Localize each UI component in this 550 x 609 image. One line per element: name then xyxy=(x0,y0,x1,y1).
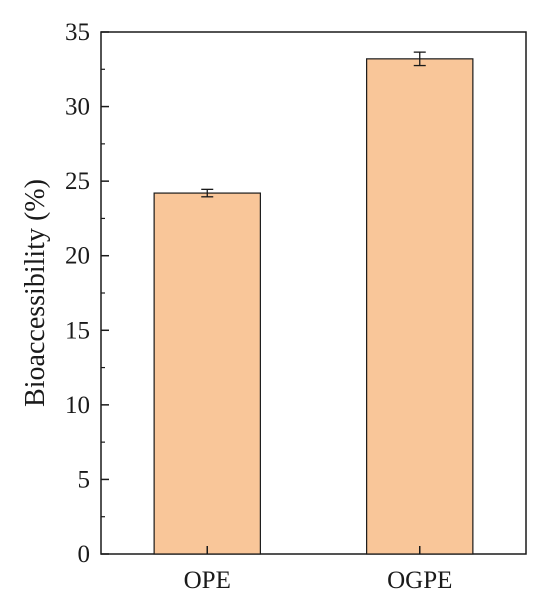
bar-ogpe xyxy=(366,58,474,555)
y-tick-label: 25 xyxy=(65,168,90,195)
bars xyxy=(153,51,474,555)
x-tick-label-ogpe: OGPE xyxy=(387,567,452,594)
error-bar-ope xyxy=(201,188,214,198)
y-tick-label: 20 xyxy=(65,243,90,270)
y-axis-title: Bioaccessibility (%) xyxy=(20,179,51,407)
x-axis-labels: OPE OGPE xyxy=(184,546,452,594)
y-tick-label: 15 xyxy=(65,317,90,344)
y-tick-label: 30 xyxy=(65,94,90,121)
y-tick-label: 35 xyxy=(65,19,90,46)
x-tick-label-ope: OPE xyxy=(184,567,231,594)
y-tick-label: 5 xyxy=(78,466,91,493)
y-axis-ticks: 0 5 10 15 20 25 30 35 xyxy=(65,19,109,568)
y-tick-label: 0 xyxy=(78,541,91,568)
bar-ope xyxy=(153,192,261,555)
error-bar-ogpe xyxy=(413,51,426,67)
y-tick-label: 10 xyxy=(65,392,90,419)
